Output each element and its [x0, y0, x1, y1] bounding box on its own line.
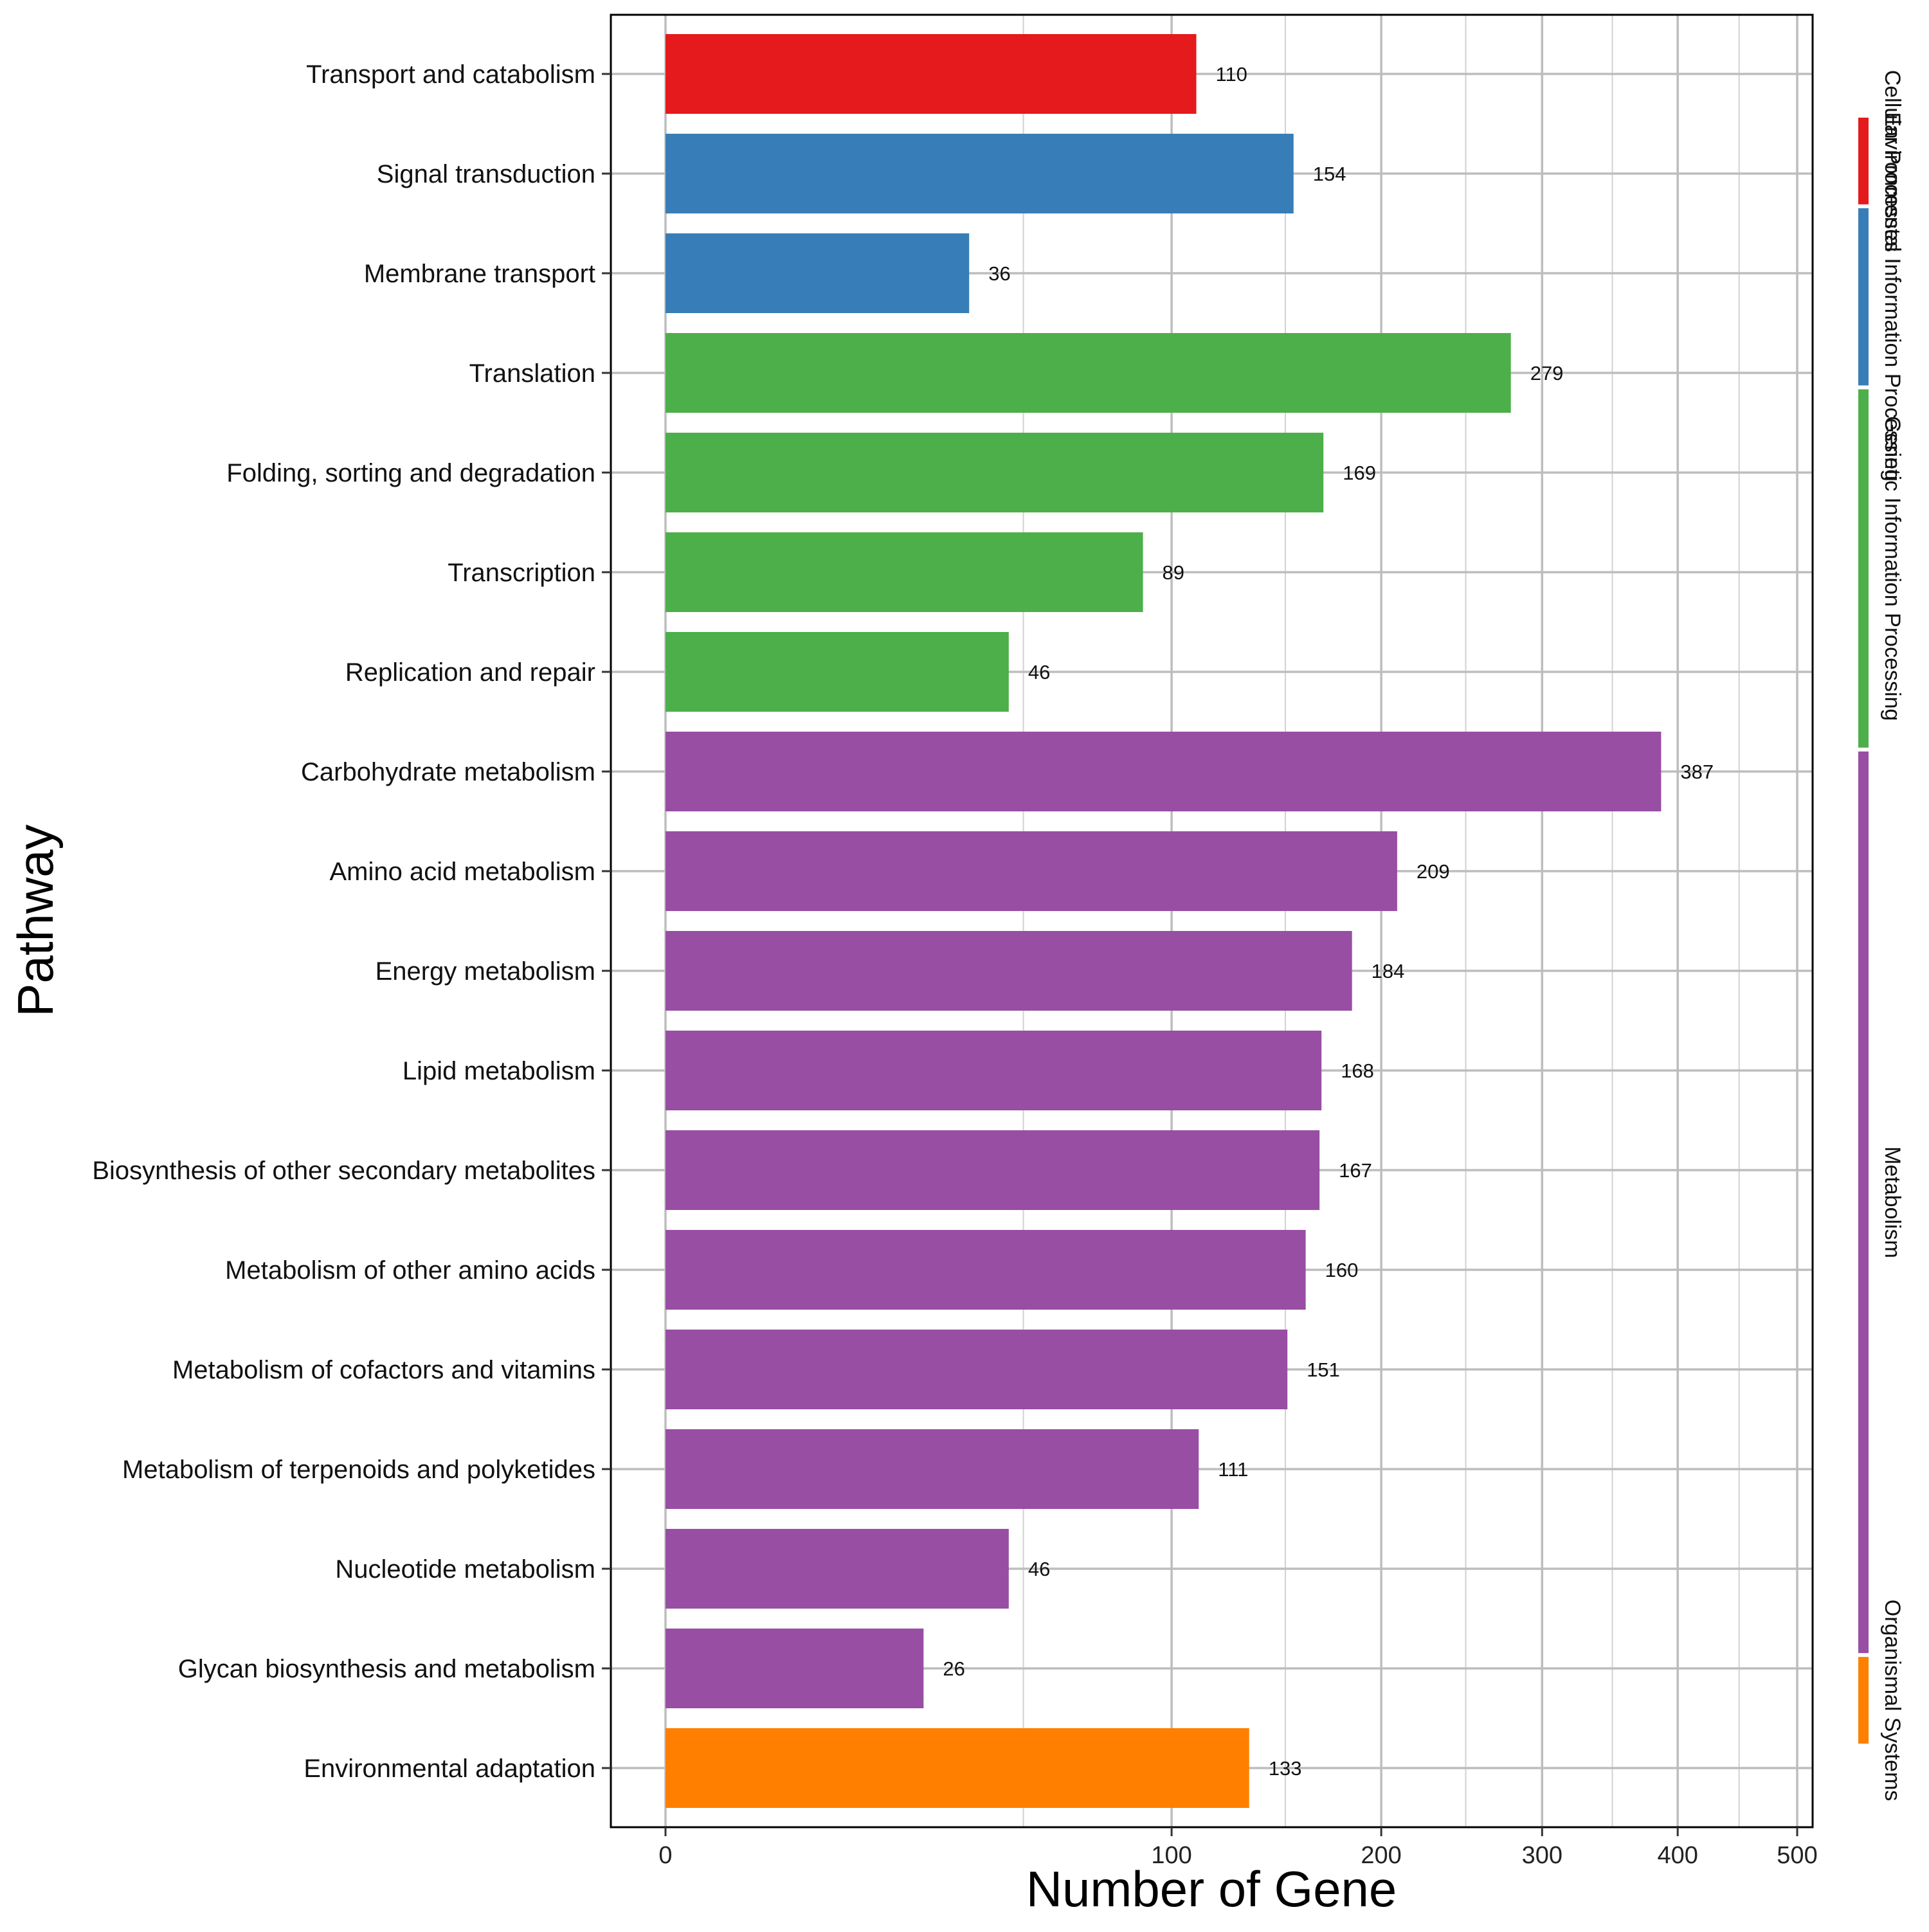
group-strip-genetic-information-processing [1858, 389, 1869, 748]
value-label: 111 [1218, 1458, 1248, 1481]
x-tick-label: 300 [1522, 1842, 1562, 1869]
category-label: Translation [469, 359, 595, 388]
value-label: 167 [1339, 1159, 1372, 1182]
group-strip-environmental-information-processing [1858, 208, 1869, 386]
x-tick-label: 200 [1361, 1842, 1401, 1869]
value-label: 209 [1417, 860, 1450, 883]
category-label: Signal transduction [377, 160, 595, 188]
group-label-environmental-information-processing: Environmental Information Processing [1880, 112, 1905, 482]
bar-glycan-biosynthesis-and-metabolism [666, 1629, 924, 1708]
bar-metabolism-of-other-amino-acids [666, 1230, 1306, 1310]
bar-lipid-metabolism [666, 1031, 1322, 1110]
value-label: 46 [1028, 1558, 1050, 1580]
bar-environmental-adaptation [666, 1728, 1249, 1808]
group-label-metabolism: Metabolism [1880, 1146, 1905, 1258]
bar-amino-acid-metabolism [666, 831, 1397, 911]
category-label: Environmental adaptation [303, 1755, 595, 1783]
bar-signal-transduction [666, 134, 1294, 213]
category-label: Glycan biosynthesis and metabolism [178, 1655, 595, 1683]
category-label: Folding, sorting and degradation [226, 459, 595, 487]
category-label: Metabolism of terpenoids and polyketides [122, 1456, 595, 1484]
bar-transcription [666, 532, 1143, 612]
value-label: 160 [1325, 1259, 1359, 1281]
bar-biosynthesis-of-other-secondary-metabolites [666, 1130, 1320, 1210]
value-label: 151 [1307, 1359, 1340, 1381]
category-label: Transport and catabolism [306, 60, 595, 89]
category-label: Carbohydrate metabolism [301, 758, 595, 786]
bar-layer: 110 154 36 279 169 89 46 387 209 184 168 167 160 151 1… [666, 34, 1714, 1808]
x-axis-title: Number of Gene [1026, 1861, 1397, 1917]
value-label: 46 [1028, 661, 1050, 683]
bar-energy-metabolism [666, 931, 1352, 1011]
value-label: 36 [988, 262, 1010, 285]
value-label: 387 [1680, 761, 1714, 783]
category-label: Metabolism of cofactors and vitamins [172, 1356, 595, 1384]
axis-layer: Transport and catabolism Signal transduct… [92, 60, 1817, 1869]
x-tick-label: 100 [1151, 1842, 1191, 1869]
category-label: Nucleotide metabolism [335, 1555, 595, 1584]
x-tick-label: 0 [658, 1842, 672, 1869]
bar-transport-and-catabolism [666, 34, 1197, 114]
bar-folding-sorting-and-degradation [666, 433, 1324, 512]
bar-nucleotide-metabolism [666, 1529, 1009, 1609]
group-strip-cellular-processes [1858, 118, 1869, 204]
category-label: Lipid metabolism [403, 1057, 595, 1085]
y-axis-title: Pathway [7, 824, 64, 1016]
category-label: Metabolism of other amino acids [225, 1256, 595, 1285]
value-label: 110 [1216, 63, 1247, 86]
bar-metabolism-of-cofactors-and-vitamins [666, 1330, 1288, 1409]
value-label: 168 [1341, 1060, 1374, 1082]
value-label: 279 [1530, 362, 1564, 384]
bar-metabolism-of-terpenoids-and-polyketides [666, 1429, 1199, 1509]
value-label: 169 [1343, 462, 1376, 484]
value-label: 26 [943, 1657, 964, 1680]
group-strip-metabolism [1858, 751, 1869, 1654]
value-label: 154 [1313, 163, 1346, 185]
bar-carbohydrate-metabolism [666, 732, 1662, 811]
category-label: Biosynthesis of other secondary metaboli… [92, 1157, 595, 1185]
group-label-genetic-information-processing: Genetic Information Processing [1880, 416, 1905, 721]
value-label: 89 [1163, 561, 1184, 584]
category-label: Replication and repair [345, 658, 595, 687]
category-label: Energy metabolism [376, 957, 595, 986]
group-label-cellular-processes: Cellular Processes [1880, 70, 1905, 252]
value-label: 184 [1372, 960, 1405, 982]
value-label: 133 [1269, 1757, 1302, 1780]
group-label-organismal-systems: Organismal Systems [1880, 1600, 1905, 1801]
category-label: Transcription [448, 559, 595, 587]
category-label: Amino acid metabolism [330, 858, 596, 886]
bar-replication-and-repair [666, 632, 1009, 712]
category-label: Membrane transport [364, 260, 595, 288]
plot-panel-border [610, 14, 1814, 1828]
x-tick-label: 500 [1777, 1842, 1817, 1869]
group-strip-organismal-systems [1858, 1657, 1869, 1744]
x-tick-label: 400 [1657, 1842, 1698, 1869]
bar-membrane-transport [666, 233, 970, 313]
bar-translation [666, 333, 1511, 413]
